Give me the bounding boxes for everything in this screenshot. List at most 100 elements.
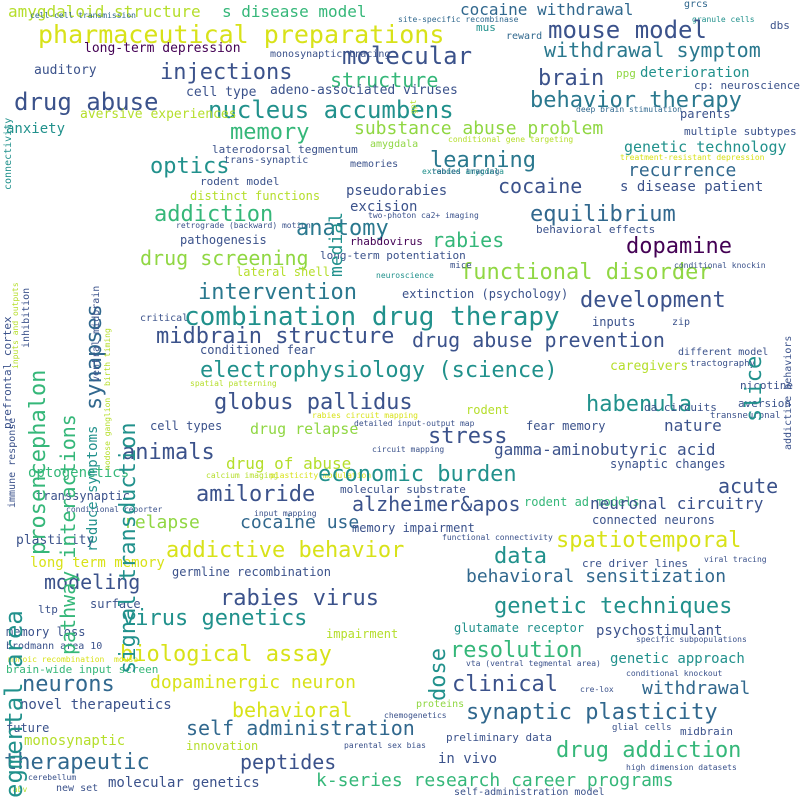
- word: cocaine withdrawal: [460, 0, 634, 19]
- word: rabies virus: [220, 586, 379, 611]
- word: memory: [230, 120, 310, 145]
- word: behavioral effects: [536, 223, 656, 236]
- word: cocaine: [498, 174, 583, 198]
- word: conditioned fear: [200, 343, 316, 357]
- word: birth timing: [103, 328, 112, 386]
- word: therapeutic: [4, 750, 150, 775]
- word: rabies: [432, 228, 505, 252]
- word: reduce symptoms: [85, 425, 101, 552]
- word: ppg: [616, 67, 636, 80]
- word: s disease model: [222, 2, 367, 21]
- word: neuronal circuitry: [590, 494, 764, 513]
- word: transneuronal: [710, 411, 781, 421]
- word: pathway interactions: [56, 414, 80, 655]
- word: combination drug therapy: [184, 302, 560, 332]
- word: conditional gene targeting: [448, 135, 574, 144]
- word: cell type: [186, 85, 257, 100]
- word: genetic techniques: [494, 594, 733, 619]
- word: electrophysiology (science): [200, 358, 558, 383]
- word: impairment: [326, 627, 399, 641]
- word: novel therapeutics: [20, 697, 172, 713]
- word: lateral shell: [236, 265, 330, 279]
- word: mus: [476, 21, 496, 34]
- word: rabv: [8, 785, 28, 794]
- word: development: [580, 288, 726, 313]
- word: caregivers: [610, 359, 689, 374]
- word: rhabdovirus: [350, 235, 423, 248]
- word: proteins: [416, 699, 465, 710]
- word: neurons: [22, 672, 115, 697]
- word: relapse: [124, 512, 200, 533]
- word: behavior therapy: [530, 88, 742, 113]
- word: s disease patient: [620, 179, 764, 195]
- word: midbrain: [680, 725, 733, 738]
- word: drug of abuse: [226, 454, 352, 473]
- word: amiloride: [196, 482, 316, 507]
- word: innovation: [186, 739, 259, 753]
- word: amygdaloid structure: [8, 2, 201, 21]
- word: pharmaceutical preparations: [38, 20, 445, 49]
- word: globus pallidus: [214, 390, 413, 415]
- word: pathogenesis: [180, 233, 267, 247]
- word: glial cells: [612, 723, 672, 733]
- word: memory loss: [6, 625, 86, 639]
- word: amygdala: [370, 139, 419, 150]
- word: economic burden: [318, 462, 517, 487]
- word: nature: [664, 416, 722, 435]
- word: viral tracing: [704, 555, 767, 564]
- word: parental sex bias: [344, 741, 426, 750]
- word: addiction: [154, 202, 274, 227]
- word: anxiety: [6, 121, 66, 137]
- word: mouse model: [548, 16, 707, 44]
- word: brain: [538, 66, 605, 91]
- word: drug screening: [140, 246, 309, 270]
- word: midbrain structure: [156, 324, 395, 349]
- word: ventral midbrain: [91, 285, 102, 382]
- word: distinct functions: [190, 189, 321, 203]
- word: deep brain stimulation: [576, 105, 682, 114]
- word: calcium imaging: [206, 471, 279, 480]
- word: plasticity modulation: [270, 471, 372, 480]
- word: gpt: [409, 99, 418, 114]
- word: specific subpopulations: [636, 635, 747, 644]
- word: preliminary data: [446, 731, 552, 744]
- word: conditional knockin: [674, 261, 766, 270]
- word: molecular substrate: [340, 483, 466, 496]
- word: plasticity: [16, 533, 95, 548]
- word: grcs: [684, 0, 709, 10]
- word: immune response: [7, 417, 18, 508]
- word: anatomy: [296, 216, 389, 241]
- word: extinction (psychology): [402, 287, 569, 301]
- word: conditional knockout: [626, 669, 723, 678]
- word: cell types: [150, 419, 223, 433]
- word: cre driver lines: [582, 557, 688, 570]
- word: stress: [428, 424, 508, 449]
- word: aversion: [738, 397, 791, 410]
- word: withdrawal symptom: [544, 38, 761, 62]
- word: behavioral sensitization: [466, 566, 727, 587]
- word: cp: neuroscience: [694, 79, 800, 92]
- word: mouse: [114, 655, 139, 664]
- word: rabies circuit mapping: [312, 411, 418, 420]
- word: virus genetics: [122, 606, 308, 631]
- word: nicotine: [740, 379, 793, 392]
- word: alzheimer&apos: [352, 492, 521, 516]
- word: mice: [450, 261, 472, 271]
- word: multiple subtypes: [684, 125, 797, 138]
- word: brain-wide input screen: [6, 663, 159, 676]
- word: critical: [140, 313, 189, 324]
- word: deterioration: [640, 65, 750, 81]
- word: synaptic plasticity: [466, 700, 718, 725]
- word: drug addiction: [556, 738, 742, 763]
- word: habenula: [586, 392, 692, 417]
- word: extended amygdala: [422, 167, 504, 176]
- word: prefrontal cortex: [1, 316, 14, 429]
- word: adeno-associated viruses: [270, 83, 458, 98]
- word: nucleus accumbens: [208, 96, 454, 124]
- word: spatial patterning: [190, 379, 277, 388]
- word: tractography: [690, 359, 756, 369]
- word: modeling: [44, 570, 141, 594]
- word: long-term potentiation: [320, 249, 466, 262]
- word: trans-synaptic: [224, 155, 309, 166]
